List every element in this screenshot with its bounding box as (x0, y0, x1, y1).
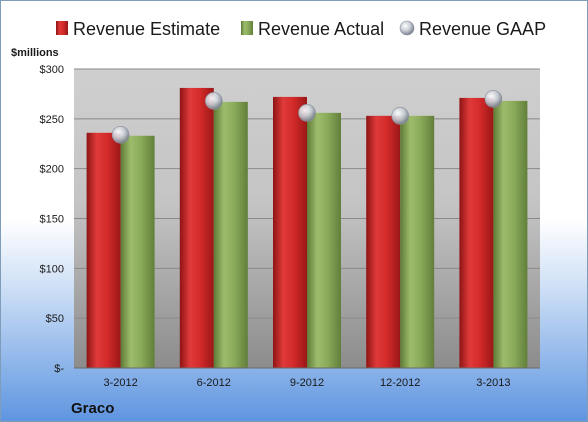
marker-revenue-gaap (298, 104, 316, 122)
x-tick-label: 3-2013 (476, 377, 510, 389)
y-tick-label: $100 (40, 263, 64, 275)
legend-swatch-revenue-actual (241, 21, 253, 35)
legend-swatch-revenue-gaap (399, 20, 415, 36)
y-tick-label: $150 (40, 214, 64, 226)
gaap-markers (111, 90, 503, 144)
x-axis-ticks: 3-2012 6-2012 9-2012 12-2012 3-2013 (103, 377, 510, 389)
x-tick-label: 3-2012 (103, 377, 137, 389)
bars (86, 87, 528, 369)
bar-revenue-estimate (273, 96, 307, 368)
legend-label-revenue-actual: Revenue Actual (258, 19, 384, 39)
legend-item-revenue-gaap: Revenue GAAP (399, 19, 546, 39)
bar-revenue-actual (493, 100, 528, 368)
y-tick-label: $250 (40, 114, 64, 126)
company-name: Graco (71, 400, 114, 417)
legend-item-revenue-estimate: Revenue Estimate (56, 19, 220, 39)
legend-item-revenue-actual: Revenue Actual (241, 19, 384, 39)
legend-label-revenue-estimate: Revenue Estimate (73, 19, 220, 39)
bar-revenue-actual (400, 115, 435, 369)
y-tick-label: $- (54, 363, 64, 375)
bar-revenue-estimate (366, 115, 401, 369)
marker-revenue-gaap (484, 90, 503, 108)
x-tick-label: 9-2012 (290, 377, 324, 389)
x-tick-label: 12-2012 (380, 377, 420, 389)
y-tick-label: $300 (40, 64, 64, 76)
legend-label-revenue-gaap: Revenue GAAP (419, 19, 546, 39)
bar-revenue-estimate (86, 132, 121, 368)
marker-revenue-gaap (391, 107, 410, 125)
y-axis-unit-label: $millions (11, 47, 59, 59)
y-axis-ticks: $- $50 $100 $150 $200 $250 $300 (40, 64, 65, 375)
x-tick-label: 6-2012 (197, 377, 231, 389)
y-tick-label: $50 (46, 313, 64, 325)
marker-revenue-gaap (205, 92, 223, 110)
bar-revenue-actual (213, 101, 248, 368)
legend: Revenue Estimate Revenue Actual Revenue … (56, 19, 546, 39)
bar-revenue-actual (307, 112, 341, 368)
marker-revenue-gaap (111, 125, 130, 144)
y-tick-label: $200 (40, 164, 64, 176)
bar-revenue-estimate (459, 97, 494, 369)
bar-revenue-actual (120, 135, 155, 368)
bar-revenue-estimate (179, 87, 214, 368)
legend-swatch-revenue-estimate (56, 21, 68, 35)
